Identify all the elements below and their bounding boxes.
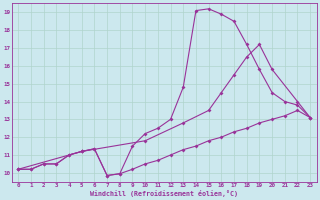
X-axis label: Windchill (Refroidissement éolien,°C): Windchill (Refroidissement éolien,°C) [90, 190, 238, 197]
